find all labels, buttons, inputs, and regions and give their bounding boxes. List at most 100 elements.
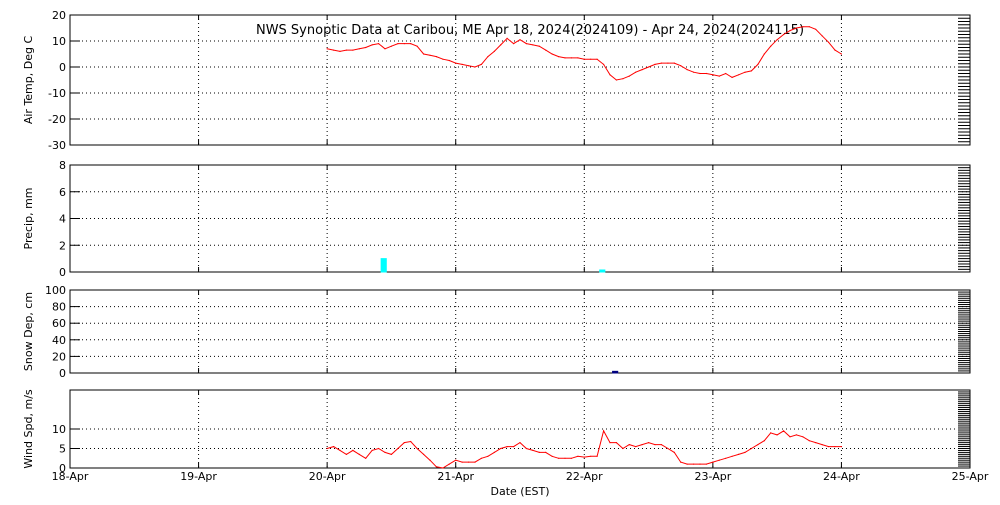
temp-ytick-label: 0 [59,61,66,74]
temp-data-point [487,56,489,58]
temp-data-point [525,43,528,45]
wind-data-point [757,444,759,446]
wind-data-point [750,447,753,450]
wind-data-point [390,453,392,455]
wind-data-point [570,457,573,459]
wind-data-point [705,463,708,465]
wind-data-point [564,457,566,459]
snow-ylabel: Snow Dep, cm [22,292,35,371]
wind-panel-frame [69,389,971,469]
wind-data-point [352,449,354,451]
wind-data-point [622,447,624,450]
snow-ytick-label: 100 [45,284,66,297]
temp-data-point [461,63,463,65]
temp-data-point [326,48,328,50]
temp-data-point [455,62,457,64]
temp-data-point [808,26,810,28]
wind-data-point [435,466,437,468]
precip-ytick-label: 0 [59,266,66,279]
temp-data-point [763,53,765,55]
x-tick-label: 22-Apr [566,470,603,483]
wind-data-point [802,436,804,438]
wind-data-point [403,442,405,444]
temp-data-point [577,57,579,59]
temp-data-point [365,46,367,49]
wind-data-point [815,442,817,444]
temp-data-point [705,72,708,75]
temp-data-point [390,45,392,47]
wind-data-point [615,442,618,444]
wind-data-point [763,440,765,442]
temp-data-point [795,27,798,29]
temp-data-point [622,78,624,80]
precip-ytick-label: 2 [59,239,66,252]
temp-ytick-label: 20 [52,9,66,22]
wind-data-point [333,446,335,448]
wind-data-point [455,459,457,461]
wind-data-point [628,444,630,446]
temp-data-point [635,71,637,73]
wind-data-point [384,451,386,453]
temp-ylabel: Air Temp, Deg C [22,36,35,125]
temp-data-point [744,71,746,73]
wind-data-point [513,446,515,448]
temp-data-point [776,39,778,41]
temp-data-point [538,45,540,47]
wind-data-point [345,453,347,455]
temp-ytick-label: -10 [48,87,66,100]
temp-data-point [558,56,560,58]
temp-data-point [333,49,335,51]
wind-data-point [834,446,836,448]
wind-ytick-label: 0 [59,462,66,475]
wind-data-point [783,430,785,432]
temp-data-point [693,71,695,73]
wind-data-point [442,467,444,469]
temp-data-point [532,44,534,46]
wind-data-point [519,442,521,444]
x-tick-label: 24-Apr [823,470,860,483]
wind-data-point [358,453,360,455]
snow-ytick-label: 20 [52,350,66,363]
x-tick-label: 25-Apr [952,470,989,483]
wind-data-point [461,461,463,463]
temp-data-point [474,66,476,68]
wind-data-point [500,447,502,450]
x-tick-label: 20-Apr [309,470,346,483]
wind-data-point [654,444,656,446]
temp-data-point [493,50,495,53]
wind-data-point [397,447,399,450]
temp-data-point [583,58,585,60]
chart-title: NWS Synoptic Data at Caribou, ME Apr 18,… [256,23,804,38]
wind-data-point [532,449,534,451]
precip-ytick-label: 6 [59,186,66,199]
wind-data-point [545,451,547,453]
temp-data-point [648,66,650,68]
wind-data-point [693,463,695,465]
temp-data-point [840,53,843,55]
wind-data-point [378,447,380,450]
temp-data-point [802,26,804,28]
wind-data-point [558,457,560,459]
wind-data-point [583,456,585,458]
wind-data-point [776,434,778,436]
temp-data-point [770,45,772,47]
temp-data-point [686,69,688,71]
wind-data-point [525,447,528,450]
temp-data-point [545,49,547,51]
wind-data-point [821,444,823,446]
wind-data-point [699,463,701,465]
temp-data-point [378,43,380,45]
temp-ytick-label: -20 [48,113,66,126]
wind-data-point [326,447,328,450]
temp-data-point [673,62,675,64]
wind-data-point [731,455,733,457]
snow-panel-frame [69,289,971,374]
temp-data-point [480,63,482,65]
temp-data-point [718,75,720,77]
temp-data-point [403,43,405,45]
temp-data-point [738,74,740,76]
temp-data-point [699,72,701,75]
wind-data-point [808,440,810,442]
precip-ylabel: Precip, mm [22,188,35,250]
